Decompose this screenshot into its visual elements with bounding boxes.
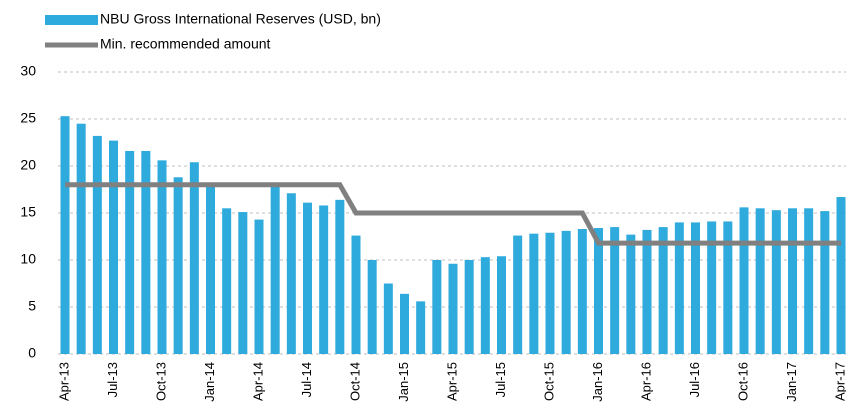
- legend-swatch: [45, 15, 98, 25]
- bar: [513, 235, 523, 354]
- bar: [788, 208, 797, 354]
- y-tick-label: 5: [28, 298, 36, 314]
- legend-label: Min. recommended amount: [100, 36, 271, 52]
- bar: [707, 221, 717, 354]
- x-tick-label: Apr-13: [56, 362, 71, 401]
- x-tick-label: Jul-13: [105, 362, 120, 397]
- bar: [270, 185, 280, 354]
- x-tick-label: Oct-16: [735, 362, 750, 401]
- bar: [658, 227, 668, 354]
- y-tick-label: 15: [20, 204, 36, 220]
- bar: [286, 193, 296, 354]
- x-tick-label: Apr-17: [832, 362, 846, 401]
- bar: [594, 228, 603, 354]
- bar: [691, 222, 700, 354]
- bar: [739, 207, 749, 354]
- bar: [173, 177, 183, 354]
- bar: [109, 140, 118, 354]
- x-tick-label: Jul-15: [493, 362, 508, 397]
- bar: [189, 162, 199, 354]
- bar: [497, 256, 506, 354]
- line: [65, 182, 841, 246]
- x-tick-label: Jan-16: [590, 362, 605, 402]
- bar: [529, 233, 539, 354]
- bar: [60, 116, 70, 355]
- x-tick-label: Apr-16: [638, 362, 653, 401]
- bar: [254, 219, 264, 354]
- bar: [319, 205, 329, 354]
- y-tick-label: 25: [20, 110, 36, 126]
- bar: [480, 257, 490, 354]
- bar: [432, 260, 442, 354]
- y-tick-label: 30: [20, 63, 36, 79]
- bar: [577, 228, 587, 354]
- bar: [335, 199, 345, 354]
- bar: [771, 210, 781, 354]
- legend-label: NBU Gross International Reserves (USD, b…: [100, 11, 381, 27]
- bar: [238, 212, 248, 354]
- bar: [76, 123, 86, 354]
- bar: [804, 208, 814, 354]
- bar: [141, 150, 151, 354]
- bar: [351, 235, 361, 354]
- bar: [723, 221, 733, 354]
- x-tick-label: Jan-14: [202, 362, 217, 402]
- x-tick-label: Oct-15: [541, 362, 556, 401]
- bar: [642, 229, 652, 354]
- bar: [448, 263, 458, 354]
- x-tick-label: Jul-14: [299, 362, 314, 397]
- bar: [545, 232, 555, 354]
- bar: [400, 293, 409, 354]
- bar: [836, 197, 846, 354]
- bar: [157, 160, 167, 354]
- bar: [755, 208, 765, 354]
- y-tick-label: 0: [28, 345, 36, 361]
- bar: [222, 208, 232, 354]
- bar: [367, 260, 377, 354]
- bar: [92, 135, 102, 354]
- bar: [125, 150, 135, 354]
- bar: [610, 227, 620, 354]
- x-tick-label: Apr-15: [444, 362, 459, 401]
- bar: [303, 202, 312, 354]
- bar: [626, 234, 636, 354]
- x-tick-label: Jul-16: [687, 362, 702, 397]
- y-tick-label: 10: [20, 251, 36, 267]
- x-tick-label: Oct-13: [153, 362, 168, 401]
- x-tick-label: Oct-14: [347, 362, 362, 401]
- bar: [383, 283, 393, 354]
- x-tick-label: Apr-14: [250, 362, 265, 401]
- bar: [206, 186, 215, 354]
- bar: [674, 222, 684, 354]
- bar: [820, 211, 830, 354]
- y-tick-label: 20: [20, 157, 36, 173]
- x-tick-label: Jan-15: [396, 362, 411, 402]
- bar: [561, 230, 571, 354]
- x-tick-label: Jan-17: [784, 362, 799, 402]
- bar: [416, 301, 426, 354]
- bar: [464, 260, 474, 354]
